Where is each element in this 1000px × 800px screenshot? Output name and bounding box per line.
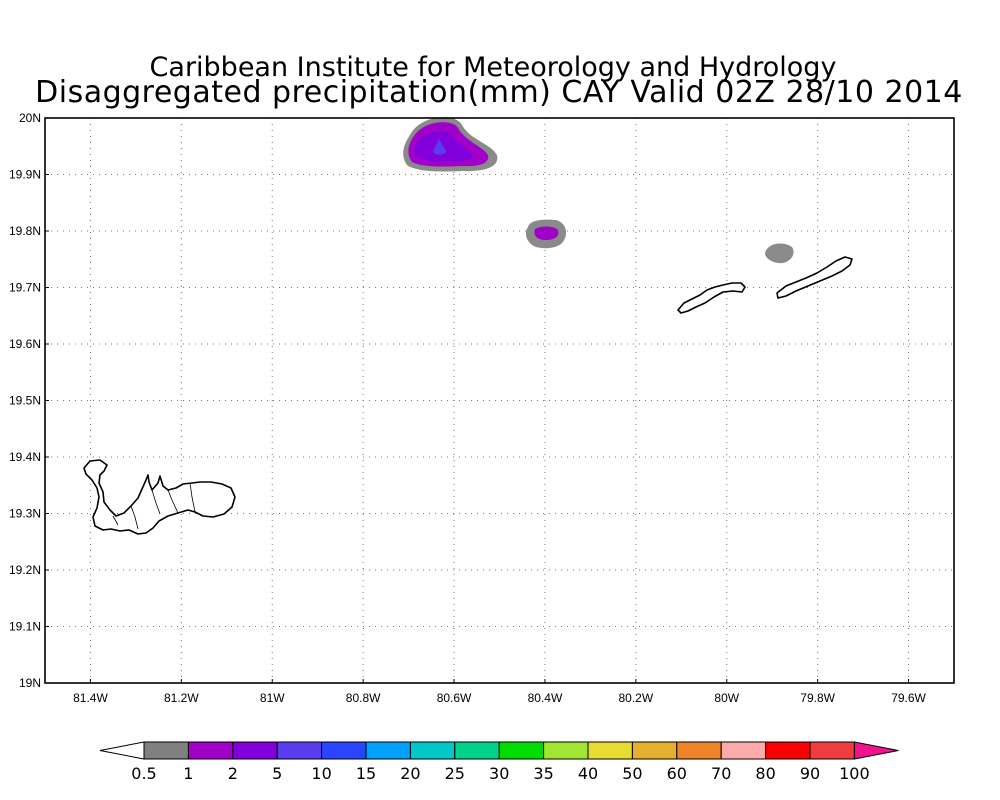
colorbar-segment-8 [454, 741, 500, 760]
figure-title-line1: Caribbean Institute for Meteorology and … [150, 52, 837, 83]
colorbar-label: 50 [622, 764, 642, 783]
lat-tick-label: 20N [19, 111, 41, 125]
map-panel: 81.4W 81.2W 81W 80.8W 80.6W 80.4W 80.2W 80W 79.8… [9, 111, 955, 705]
lat-tick-label: 19.3N [9, 507, 41, 521]
lon-tick-label: 80.8W [346, 691, 381, 705]
lat-tick-label: 19N [19, 676, 41, 690]
colorbar-segment-10 [543, 741, 589, 760]
colorbar-label: 70 [711, 764, 731, 783]
colorbar-label: 2 [228, 764, 238, 783]
colorbar-label: 20 [400, 764, 420, 783]
figure-title-line2: Disaggregated precipitation(mm) CAY Vali… [35, 75, 963, 110]
colorbar-label: 35 [533, 764, 553, 783]
grand-cayman-district-lines [112, 482, 196, 530]
precip-area-north-peak [433, 139, 446, 155]
axis-tick-labels: 81.4W 81.2W 81W 80.8W 80.6W 80.4W 80.2W 80W 79.8… [9, 111, 927, 705]
colorbar-label: 0.5 [131, 764, 156, 783]
colorbar-segment-16 [809, 741, 855, 760]
lat-tick-label: 19.1N [9, 620, 41, 634]
lon-tick-label: 80.4W [528, 691, 563, 705]
lon-tick-label: 79.8W [800, 691, 835, 705]
precipitation-colorbar: 0.5 1 2 5 10 15 20 25 30 35 40 50 60 70 80 90 100 [99, 741, 899, 783]
colorbar-label: 5 [272, 764, 282, 783]
graticule [45, 118, 954, 683]
colorbar-segment-3 [232, 741, 278, 760]
grand-cayman-island [83, 459, 236, 535]
lat-tick-label: 19.2N [9, 563, 41, 577]
lat-tick-label: 19.5N [9, 394, 41, 408]
colorbar-segment-5 [321, 741, 367, 760]
little-cayman-island [677, 282, 746, 314]
colorbar-segment-9 [498, 741, 545, 760]
colorbar-label: 60 [667, 764, 687, 783]
coastlines [83, 256, 853, 535]
colorbar-segment-1 [143, 741, 189, 760]
colorbar-segment-14 [720, 741, 767, 760]
colorbar-label: 15 [356, 764, 376, 783]
precipitation-field [403, 117, 794, 264]
precip-area-east-grey [765, 243, 794, 264]
lat-tick-label: 19.8N [9, 224, 41, 238]
colorbar-label: 30 [489, 764, 509, 783]
colorbar-label: 90 [800, 764, 820, 783]
colorbar-segment-6 [365, 741, 411, 760]
lon-tick-label: 79.6W [891, 691, 926, 705]
colorbar-segment-2 [187, 741, 234, 760]
colorbar-segment-12 [631, 741, 678, 760]
colorbar-label: 10 [311, 764, 331, 783]
precip-area-north-core [414, 131, 473, 162]
lon-tick-label: 80.2W [619, 691, 654, 705]
colorbar-arrow-high [853, 741, 899, 760]
colorbar-segment-15 [765, 741, 811, 760]
lon-tick-label: 80W [714, 691, 739, 705]
map-frame-background [45, 118, 954, 683]
lon-tick-label: 81.4W [73, 691, 108, 705]
colorbar-label: 100 [839, 764, 870, 783]
lon-tick-label: 80.6W [437, 691, 472, 705]
colorbar-label: 25 [445, 764, 465, 783]
colorbar-label: 1 [183, 764, 193, 783]
lat-tick-label: 19.6N [9, 337, 41, 351]
lat-tick-label: 19.4N [9, 450, 41, 464]
precip-area-central-purple [534, 226, 559, 240]
cayman-brac-island [776, 256, 853, 299]
colorbar-arrow-low [99, 741, 145, 760]
colorbar-segment-13 [676, 741, 722, 760]
colorbar-label: 40 [578, 764, 598, 783]
lon-tick-label: 81.2W [164, 691, 199, 705]
colorbar-segment-11 [587, 741, 633, 760]
colorbar-label: 80 [755, 764, 775, 783]
colorbar-segment-7 [409, 741, 456, 760]
colorbar-segment-4 [276, 741, 323, 760]
lon-tick-label: 81W [260, 691, 285, 705]
lat-tick-label: 19.7N [9, 281, 41, 295]
lat-tick-label: 19.9N [9, 168, 41, 182]
